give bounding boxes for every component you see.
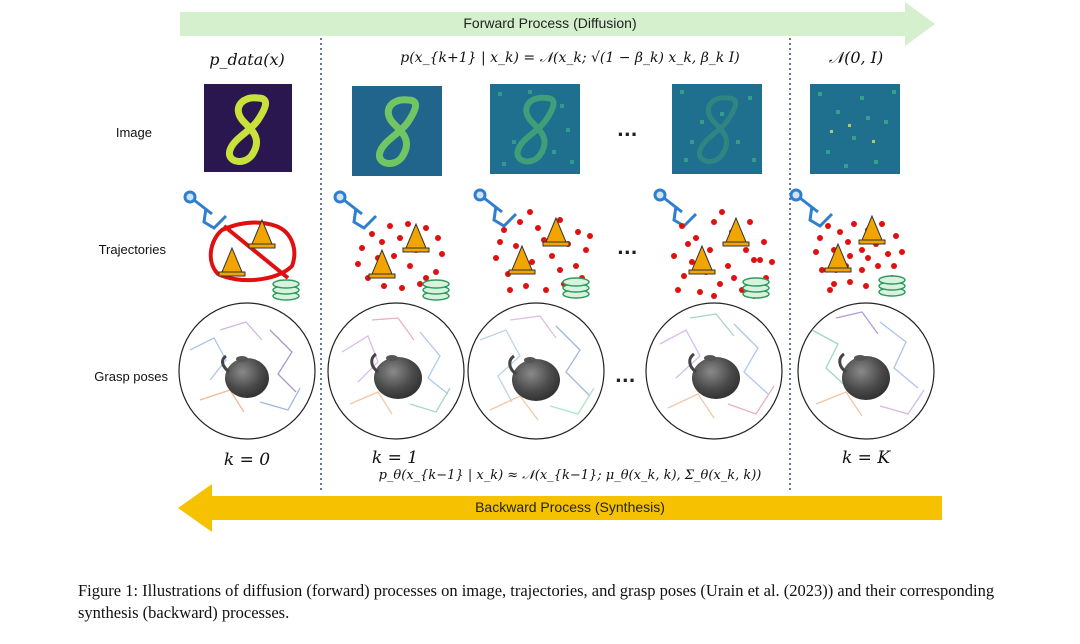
grasp-noisy-kK1: [645, 302, 783, 440]
robot-gripper-icon: [183, 190, 228, 230]
forward-process-arrow: [180, 2, 935, 46]
row-label-trajectories: Trajectories: [98, 242, 166, 257]
figure-caption: Figure 1: Illustrations of diffusion (fo…: [78, 581, 995, 622]
trajectory-noisy-kK1: [653, 188, 775, 299]
trajectory-noisy-k2: [473, 188, 593, 299]
step-label-k1: k = 1: [371, 448, 419, 468]
ellipsis-grasp-row: ...: [615, 366, 636, 387]
forward-kernel-equation: p(x_{k+1} | x_k) = 𝒩(x_k; √(1 − β_k) x_k…: [400, 50, 740, 66]
ellipsis-trajectory-row: ...: [617, 238, 638, 259]
grasp-pure-noise: [797, 302, 935, 440]
ellipsis-image-row: ...: [617, 120, 638, 141]
reverse-kernel-equation: p_θ(x_{k−1} | x_k) ≈ 𝒩(x_{k−1}; μ_θ(x_k,…: [378, 468, 762, 483]
step-label-k0: k = 0: [223, 450, 271, 470]
traffic-cone-icon: [218, 218, 276, 277]
trajectory-clean: [183, 190, 300, 301]
trajectory-pure-noise: [789, 188, 906, 297]
trajectory-noisy-k1: [333, 190, 450, 301]
step-label-kK: k = K: [841, 448, 891, 468]
row-label-image: Image: [115, 125, 152, 140]
forward-process-label: Forward Process (Diffusion): [463, 15, 637, 31]
row-label-grasp-poses: Grasp poses: [94, 369, 168, 384]
backward-process-label: Backward Process (Synthesis): [475, 499, 665, 515]
prior-distribution-label: 𝒩(0, I): [828, 48, 884, 67]
coin-stack-icon: [272, 279, 300, 301]
grasp-clean: [178, 302, 316, 440]
data-distribution-label: p_data(x): [209, 50, 285, 69]
image-noisy-k1: [352, 86, 442, 176]
image-pure-noise: [810, 84, 900, 174]
image-noisy-kK1: [672, 84, 762, 174]
backward-process-arrow: [178, 484, 942, 532]
image-clean-digit: [204, 84, 292, 172]
grasp-noisy-k1: [327, 302, 465, 440]
image-noisy-k2: [490, 84, 580, 174]
grasp-noisy-k2: [467, 302, 605, 440]
